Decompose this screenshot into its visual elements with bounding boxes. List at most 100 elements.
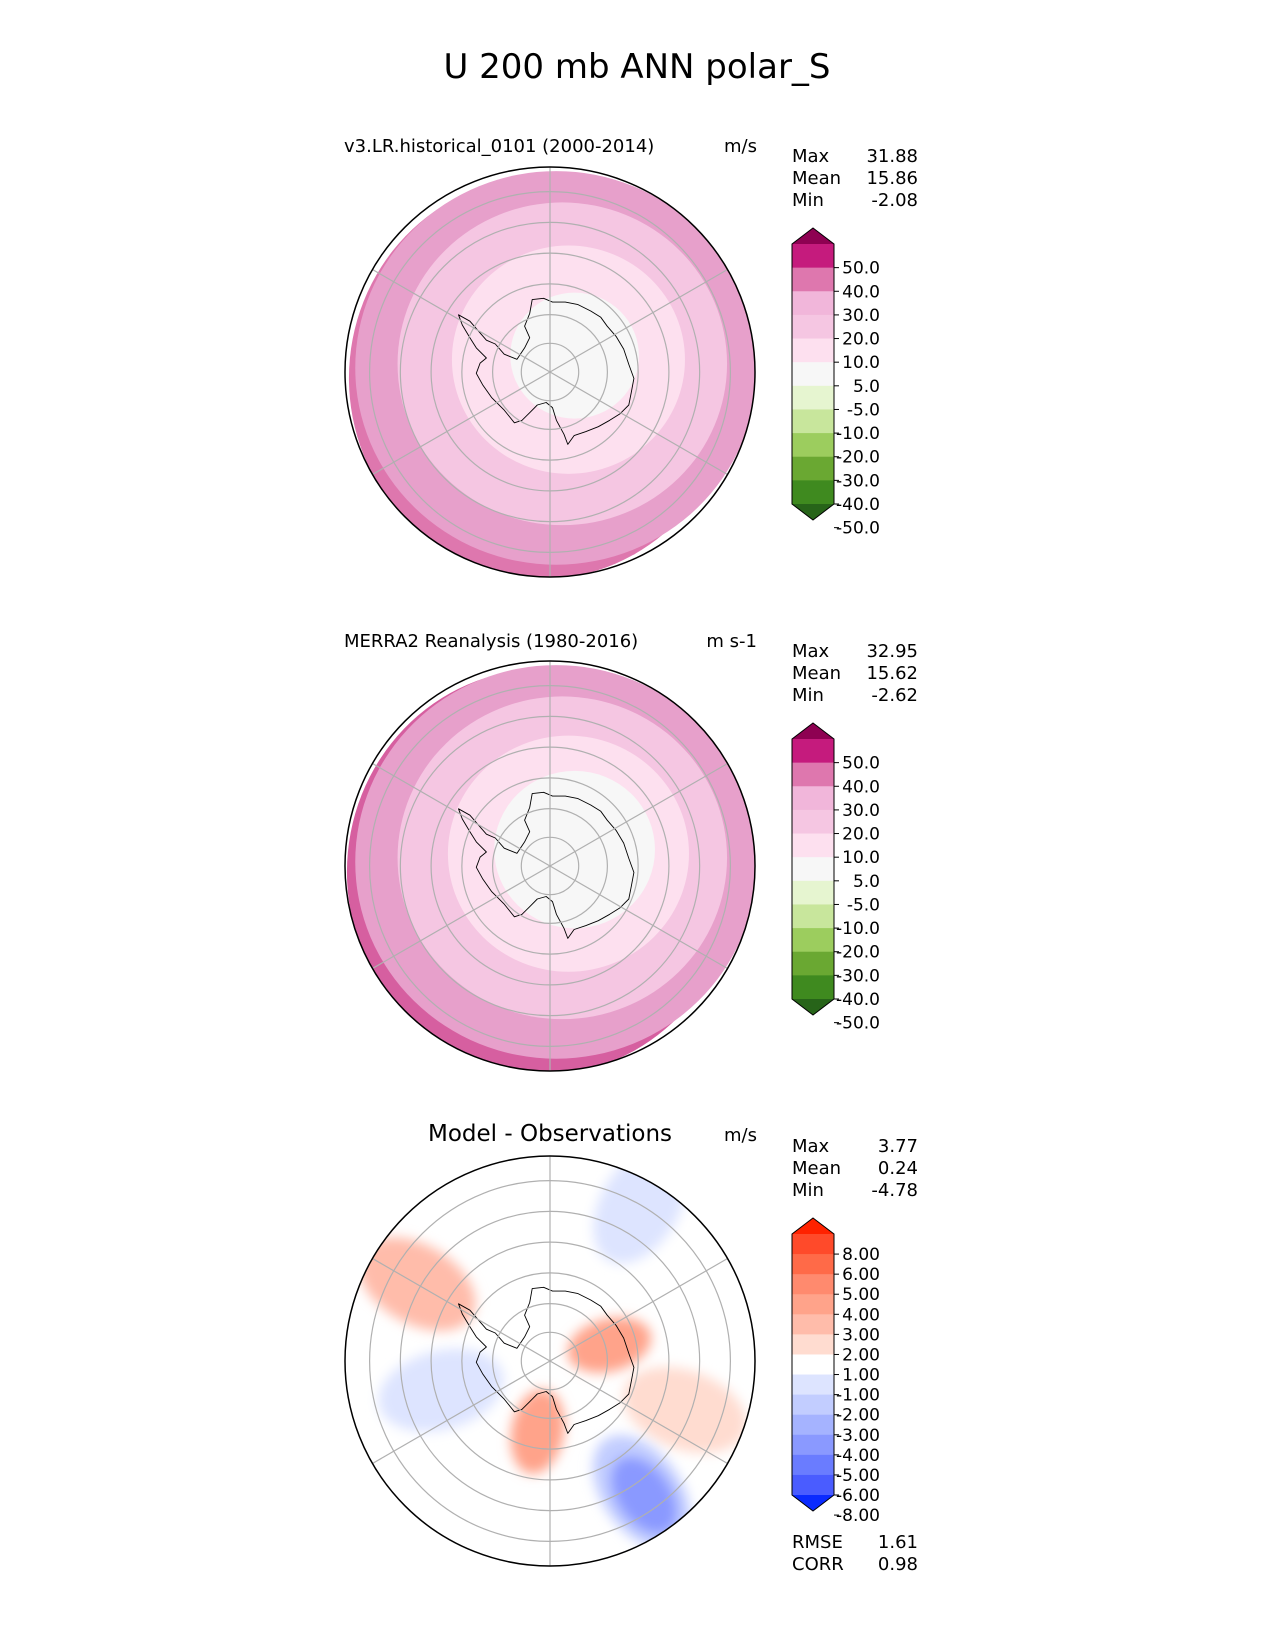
colorbar-tick-label: -3.00 <box>836 1426 880 1446</box>
colorbar-extend-min <box>792 504 834 520</box>
stats-block: Max 3.77 Mean 0.24 Min -4.78 <box>792 1136 918 1201</box>
stat-value-mean: 15.62 <box>866 663 918 684</box>
stat-value-min: -2.08 <box>871 190 918 211</box>
colorbar-tick-label: -6.00 <box>836 1486 880 1506</box>
stat-value-min: -4.78 <box>871 1180 918 1201</box>
map-field <box>345 661 755 1071</box>
colorbar-tick-label: -1.00 <box>836 1386 880 1406</box>
colorbar-tick-label: 30.0 <box>842 306 880 326</box>
colorbar-segment <box>792 1274 834 1295</box>
graticule <box>369 1156 731 1566</box>
colorbar-tick-label: -50.0 <box>836 1014 880 1034</box>
colorbar-tick-label: -40.0 <box>836 990 880 1010</box>
colorbar-tick-label: 20.0 <box>842 330 880 350</box>
colorbar-segment <box>792 244 834 269</box>
meridian-line <box>372 762 551 867</box>
map-boundary <box>344 1155 756 1567</box>
anomaly-3.00 <box>567 1317 652 1373</box>
coastline-path <box>458 791 635 939</box>
stat-value-max: 31.88 <box>866 146 918 167</box>
meridian-line <box>549 1257 728 1362</box>
meridian-line <box>372 371 551 476</box>
colorbar-segment <box>792 786 834 811</box>
colorbar-tick-label: 10.0 <box>842 353 880 373</box>
panel-units: m/s <box>724 1125 757 1146</box>
stat-value-max: 3.77 <box>878 1136 918 1157</box>
panel-units: m/s <box>724 136 757 157</box>
colorbar-tick-label: 1.00 <box>842 1366 880 1386</box>
colorbar-tick-label: -20.0 <box>836 943 880 963</box>
colorbar-segment <box>792 1374 834 1396</box>
antarctica-coastline <box>458 791 635 939</box>
colorbar-segment <box>792 833 834 858</box>
meridian-line <box>549 371 728 476</box>
colorbar-segment <box>792 1294 834 1315</box>
colorbar-segment <box>792 409 834 434</box>
colorbar-segment <box>792 1394 834 1416</box>
colorbar-segment <box>792 928 834 953</box>
meridian-line <box>372 865 551 970</box>
colorbar-segment <box>792 362 834 387</box>
colorbar-tick-label: -8.00 <box>836 1506 880 1526</box>
panel-reference: MERRA2 Reanalysis (1980-2016) m s-1 Max … <box>344 631 918 1072</box>
colorbar-tick-label: -30.0 <box>836 471 880 491</box>
colorbar-tick-label: -50.0 <box>836 519 880 539</box>
colorbar-tick-label: 8.00 <box>842 1245 880 1265</box>
antarctica-coastline <box>458 1286 635 1434</box>
colorbar-tick-label: 40.0 <box>842 777 880 797</box>
stats-block: Max 31.88 Mean 15.86 Min -2.08 <box>792 146 918 211</box>
colorbar-segment <box>792 809 834 835</box>
colorbar-extend-max <box>792 1218 834 1234</box>
stat-value-min: -2.62 <box>871 685 918 706</box>
colorbar-tick-label: 3.00 <box>842 1325 880 1345</box>
rmse-value: 1.61 <box>878 1532 918 1553</box>
colorbar-tick-label: -20.0 <box>836 448 880 468</box>
colorbar-tick-label: -5.0 <box>847 400 880 420</box>
colorbar-tick-label: -5.00 <box>836 1466 880 1486</box>
anomaly--4.00 <box>611 1457 677 1534</box>
colorbar-segment <box>792 762 834 787</box>
colorbar-segment <box>792 456 834 481</box>
colorbar-extend-min <box>792 999 834 1015</box>
stat-label-mean: Mean <box>792 663 841 684</box>
colorbar-tick-label: 50.0 <box>842 259 880 279</box>
colorbar-segment <box>792 975 834 1000</box>
colorbar-segment <box>792 1354 834 1376</box>
colorbar-segment <box>792 480 834 505</box>
colorbar-segment <box>792 1434 834 1456</box>
colorbar-segment <box>792 1414 834 1436</box>
colorbar-tick-label: 5.0 <box>853 872 880 892</box>
stat-label-mean: Mean <box>792 168 841 189</box>
colorbar-segment <box>792 857 834 882</box>
colorbar-segment <box>792 1314 834 1335</box>
colorbar-segment <box>792 1254 834 1275</box>
field-level--5.0 <box>494 770 655 929</box>
panel-units: m s-1 <box>706 631 757 652</box>
panel-title: Model - Observations <box>428 1121 672 1147</box>
colorbar-segment <box>792 1234 834 1255</box>
stat-label-max: Max <box>792 641 830 662</box>
stat-label-min: Min <box>792 190 824 211</box>
map-boundary <box>344 660 756 1072</box>
colorbar: 8.006.005.004.003.002.001.00-1.00-2.00-3… <box>791 1217 880 1526</box>
colorbar-segment <box>792 433 834 458</box>
colorbar-extend-max <box>792 723 834 739</box>
meridian-line <box>372 1257 551 1362</box>
stats-block: Max 32.95 Mean 15.62 Min -2.62 <box>792 641 918 706</box>
corr-label: CORR <box>792 1554 844 1575</box>
panel-test: v3.LR.historical_0101 (2000-2014) m/s Ma… <box>344 136 918 578</box>
panel-difference: Model - Observations m/s Max 3.77 Mean 0… <box>344 1121 918 1575</box>
stat-label-max: Max <box>792 146 830 167</box>
colorbar-tick-label: 4.00 <box>842 1305 880 1325</box>
colorbar-segment <box>792 880 834 905</box>
meridian-line <box>372 1360 551 1465</box>
meridian-line <box>549 865 728 970</box>
colorbar-segment <box>792 1454 834 1476</box>
stat-value-max: 32.95 <box>866 641 918 662</box>
coastline-path <box>458 297 635 445</box>
map-boundary <box>344 166 756 578</box>
colorbar-tick-label: -4.00 <box>836 1446 880 1466</box>
meridian-line <box>372 268 551 373</box>
colorbar-segment <box>792 267 834 292</box>
colorbar-tick-label: 40.0 <box>842 282 880 302</box>
